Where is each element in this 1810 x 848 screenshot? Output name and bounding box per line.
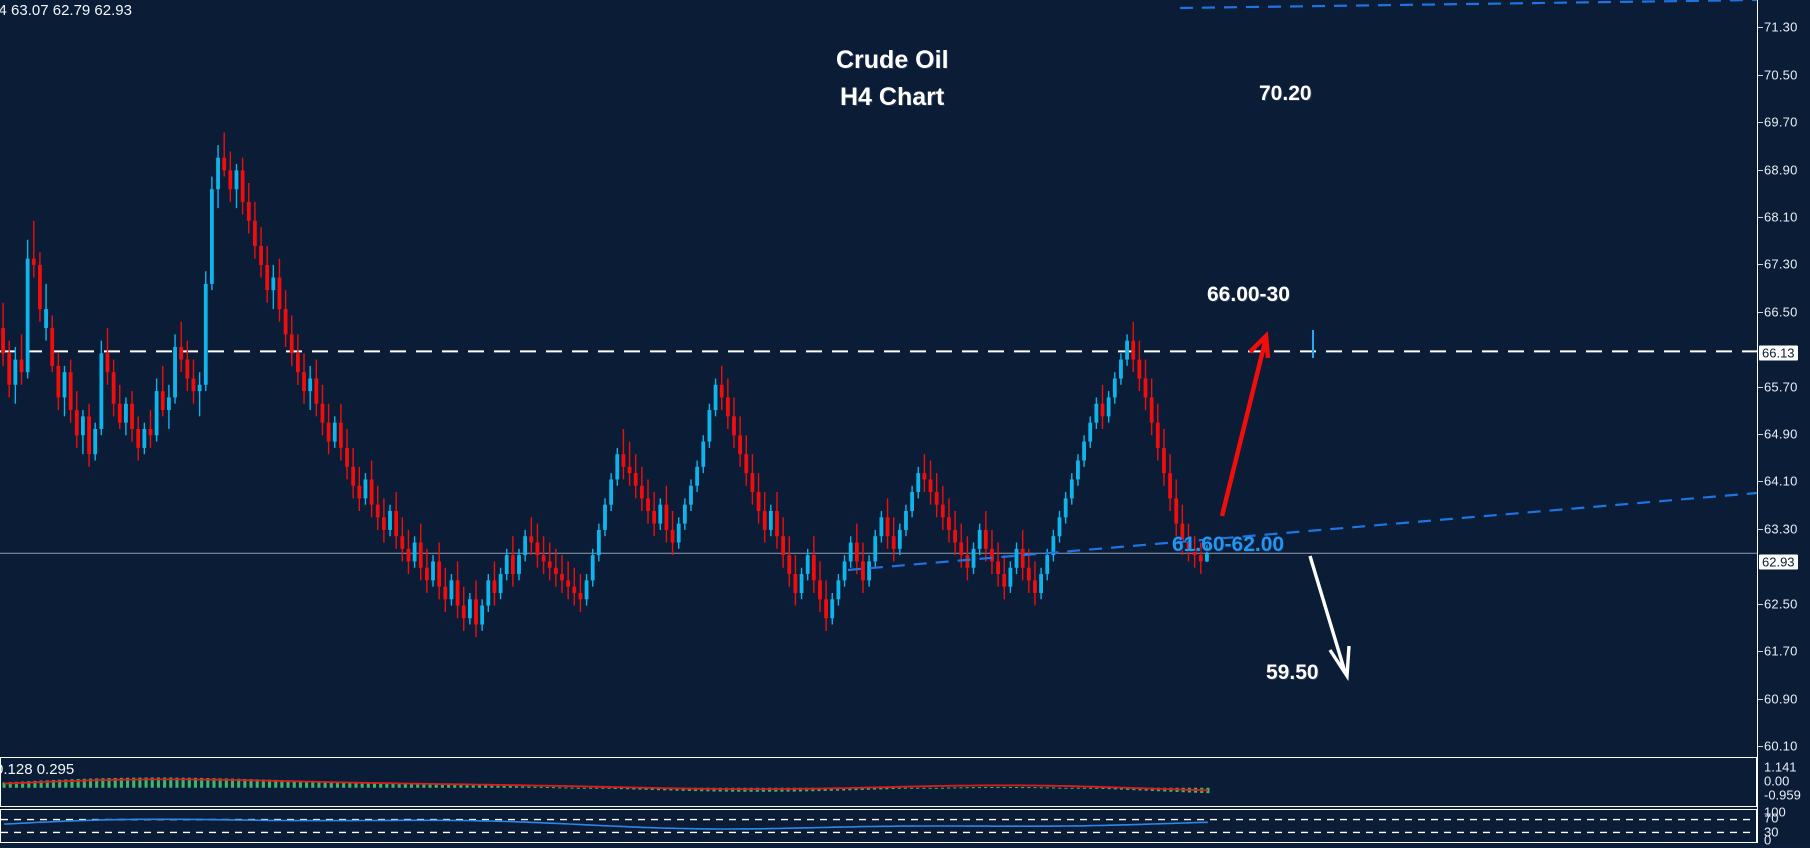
price-axis-tick: 65.70 <box>1764 379 1798 395</box>
price-axis-badge: 66.13 <box>1759 345 1798 361</box>
axis-tickmark <box>1758 264 1763 265</box>
chart-title-timeframe: H4 Chart <box>840 83 945 111</box>
indicator-axis-value: -0.959 <box>1764 787 1801 803</box>
price-axis-tick: 70.50 <box>1764 67 1798 83</box>
price-axis-tick: 67.30 <box>1764 256 1798 272</box>
price-axis-badge: 62.93 <box>1759 554 1798 570</box>
support-label-61-60-62-00: 61.60-62.00 <box>1172 533 1285 556</box>
price-axis-tick: 69.70 <box>1764 114 1798 130</box>
axis-tickmark <box>1758 387 1763 388</box>
indicator-axis-value: 70 <box>1764 810 1779 826</box>
rsi-indicator-pane[interactable] <box>0 809 1757 843</box>
axis-tickmark <box>1758 75 1763 76</box>
price-axis-tick: 61.70 <box>1764 643 1798 659</box>
axis-tickmark <box>1758 481 1763 482</box>
price-axis-tick: 63.30 <box>1764 521 1798 537</box>
indicator-axis-value: 100 <box>1764 804 1786 820</box>
macd-indicator-pane[interactable]: 0.128 0.295 <box>0 757 1757 807</box>
price-chart-pane[interactable]: .94 63.07 62.79 62.93 <box>0 0 1758 757</box>
resistance-label-66-00-30: 66.00-30 <box>1207 283 1290 306</box>
axis-tickmark <box>1758 312 1763 313</box>
axis-tickmark <box>1758 529 1763 530</box>
indicator-axis-value: 1.141 <box>1764 759 1797 775</box>
chart-title-instrument: Crude Oil <box>836 46 949 74</box>
price-axis-tick: 62.50 <box>1764 596 1798 612</box>
target-label-70-20: 70.20 <box>1259 82 1312 105</box>
axis-tickmark <box>1758 699 1763 700</box>
indicator-axis-value: 0 <box>1764 832 1772 848</box>
indicator-axis-value: 0.00 <box>1764 773 1790 789</box>
price-chart-canvas <box>0 0 1758 682</box>
axis-tickmark <box>1758 170 1763 171</box>
price-axis-tick: 68.90 <box>1764 162 1798 178</box>
price-axis-tick: 64.90 <box>1764 426 1798 442</box>
axis-tickmark <box>1758 217 1763 218</box>
axis-tickmark <box>1758 434 1763 435</box>
axis-tickmark <box>1758 651 1763 652</box>
ohlc-readout: .94 63.07 62.79 62.93 <box>0 2 132 19</box>
macd-values-readout: 0.128 0.295 <box>0 761 75 778</box>
rsi-canvas <box>1 818 1756 834</box>
price-axis-tick: 71.30 <box>1764 19 1798 35</box>
price-axis[interactable]: 71.30 70.50 69.70 68.90 68.10 67.30 66.50 65.70… <box>1757 0 1810 848</box>
macd-canvas <box>2 777 1210 794</box>
axis-tickmark <box>1758 122 1763 123</box>
indicator-axis-value: 30 <box>1764 824 1779 840</box>
price-axis-tick: 60.90 <box>1764 691 1798 707</box>
price-axis-tick: 68.10 <box>1764 209 1798 225</box>
axis-tickmark <box>1758 746 1763 747</box>
axis-tickmark <box>1758 27 1763 28</box>
downside-label-59-50: 59.50 <box>1266 661 1319 684</box>
price-axis-tick: 66.50 <box>1764 304 1798 320</box>
axis-tickmark <box>1758 604 1763 605</box>
price-axis-tick: 64.10 <box>1764 473 1798 489</box>
price-axis-tick: 60.10 <box>1764 738 1798 754</box>
